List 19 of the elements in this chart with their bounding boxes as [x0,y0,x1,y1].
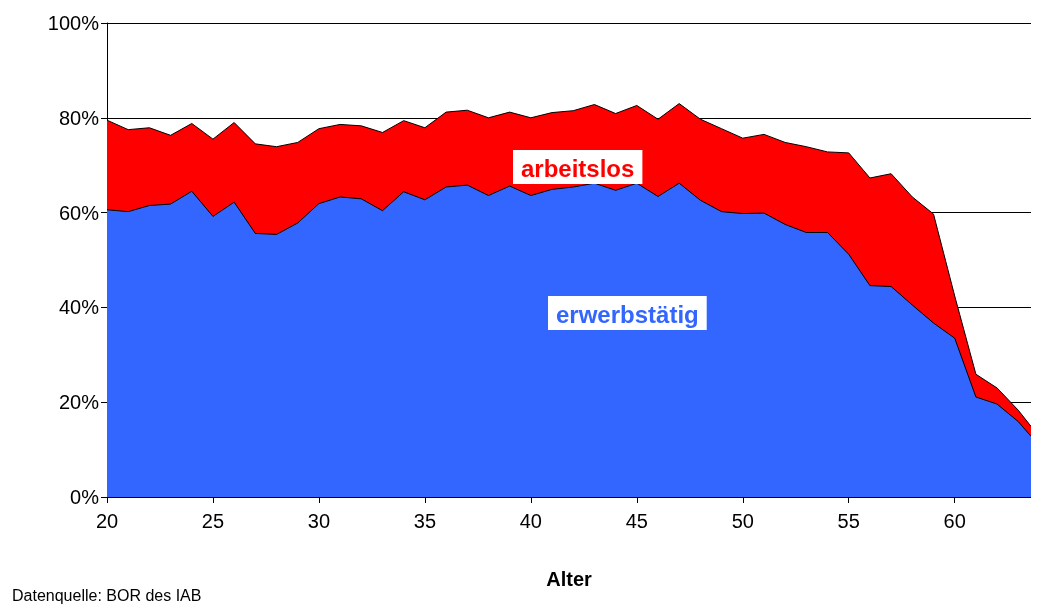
x-tick-label: 55 [837,510,860,532]
x-tick-label: 25 [201,510,225,532]
x-tick-label: 40 [519,510,542,532]
x-tick-label: 60 [943,510,966,532]
y-tick-label: 100% [47,12,100,34]
y-tick-label: 60% [58,201,100,224]
x-tick-label: 35 [413,510,437,532]
x-axis-title: Alter [546,568,592,590]
y-tick-label: 20% [58,391,100,414]
series-label: erwerbstätig [556,300,699,328]
x-tick-label: 45 [625,510,648,532]
x-tick-label: 30 [307,510,331,532]
x-tick-label: 50 [731,510,754,532]
y-tick-label: 80% [58,106,100,129]
series-label: arbeitslos [521,154,635,182]
x-tick-label: 20 [95,510,119,532]
text: Datenquelle: BOR des IAB [12,586,202,604]
y-tick-label: 40% [58,296,100,319]
y-tick-label: 0% [70,486,100,508]
